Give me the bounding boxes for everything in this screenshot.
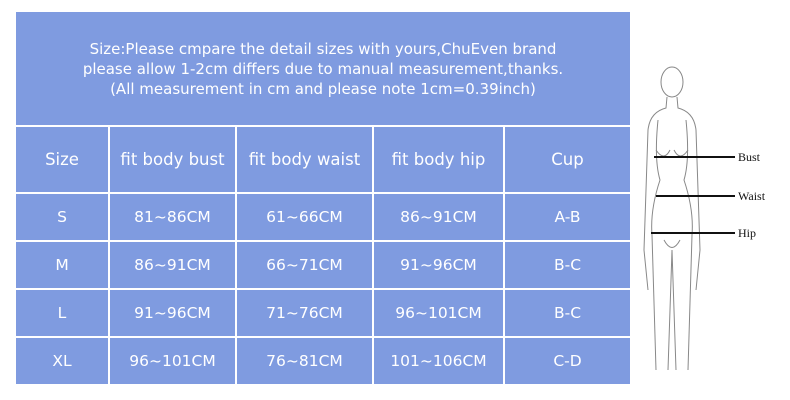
woman-outline-icon bbox=[643, 66, 701, 371]
table-cell: 61~66CM bbox=[237, 194, 372, 240]
size-note: Size:Please cmpare the detail sizes with… bbox=[16, 12, 630, 125]
table-cell: M bbox=[16, 242, 108, 288]
table-cell: 91~96CM bbox=[110, 290, 235, 336]
bust-label: Bust bbox=[738, 150, 761, 164]
table-cell: 66~71CM bbox=[237, 242, 372, 288]
table-cell: XL bbox=[16, 338, 108, 384]
table-cell: L bbox=[16, 290, 108, 336]
note-line: Size:Please cmpare the detail sizes with… bbox=[89, 39, 557, 58]
table-cell: B-C bbox=[505, 290, 630, 336]
size-table: Size fit body bust fit body waist fit bo… bbox=[14, 125, 632, 386]
table-row: M 86~91CM 66~71CM 91~96CM B-C bbox=[16, 242, 630, 288]
table-cell: 81~86CM bbox=[110, 194, 235, 240]
waist-label: Waist bbox=[738, 189, 766, 203]
header-cell: fit body waist bbox=[237, 127, 372, 192]
table-cell: 96~101CM bbox=[374, 290, 503, 336]
table-cell: 96~101CM bbox=[110, 338, 235, 384]
table-cell: 101~106CM bbox=[374, 338, 503, 384]
note-line: (All measurement in cm and please note 1… bbox=[110, 79, 536, 98]
table-cell: 71~76CM bbox=[237, 290, 372, 336]
hip-label: Hip bbox=[738, 226, 756, 240]
measurement-lines bbox=[651, 156, 735, 234]
header-cell: Cup bbox=[505, 127, 630, 192]
table-cell: B-C bbox=[505, 242, 630, 288]
header-cell: Size bbox=[16, 127, 108, 192]
table-row: L 91~96CM 71~76CM 96~101CM B-C bbox=[16, 290, 630, 336]
table-header: Size fit body bust fit body waist fit bo… bbox=[16, 127, 630, 192]
table-cell: 91~96CM bbox=[374, 242, 503, 288]
header-cell: fit body hip bbox=[374, 127, 503, 192]
table-cell: S bbox=[16, 194, 108, 240]
table-row: XL 96~101CM 76~81CM 101~106CM C-D bbox=[16, 338, 630, 384]
note-line: please allow 1-2cm differs due to manual… bbox=[82, 59, 564, 78]
table-cell: 86~91CM bbox=[110, 242, 235, 288]
body-measurement-figure: Bust Waist Hip bbox=[643, 66, 766, 371]
table-row: S 81~86CM 61~66CM 86~91CM A-B bbox=[16, 194, 630, 240]
table-cell: 76~81CM bbox=[237, 338, 372, 384]
header-cell: fit body bust bbox=[110, 127, 235, 192]
table-cell: A-B bbox=[505, 194, 630, 240]
table-cell: C-D bbox=[505, 338, 630, 384]
table-cell: 86~91CM bbox=[374, 194, 503, 240]
size-chart: Size:Please cmpare the detail sizes with… bbox=[16, 12, 630, 387]
